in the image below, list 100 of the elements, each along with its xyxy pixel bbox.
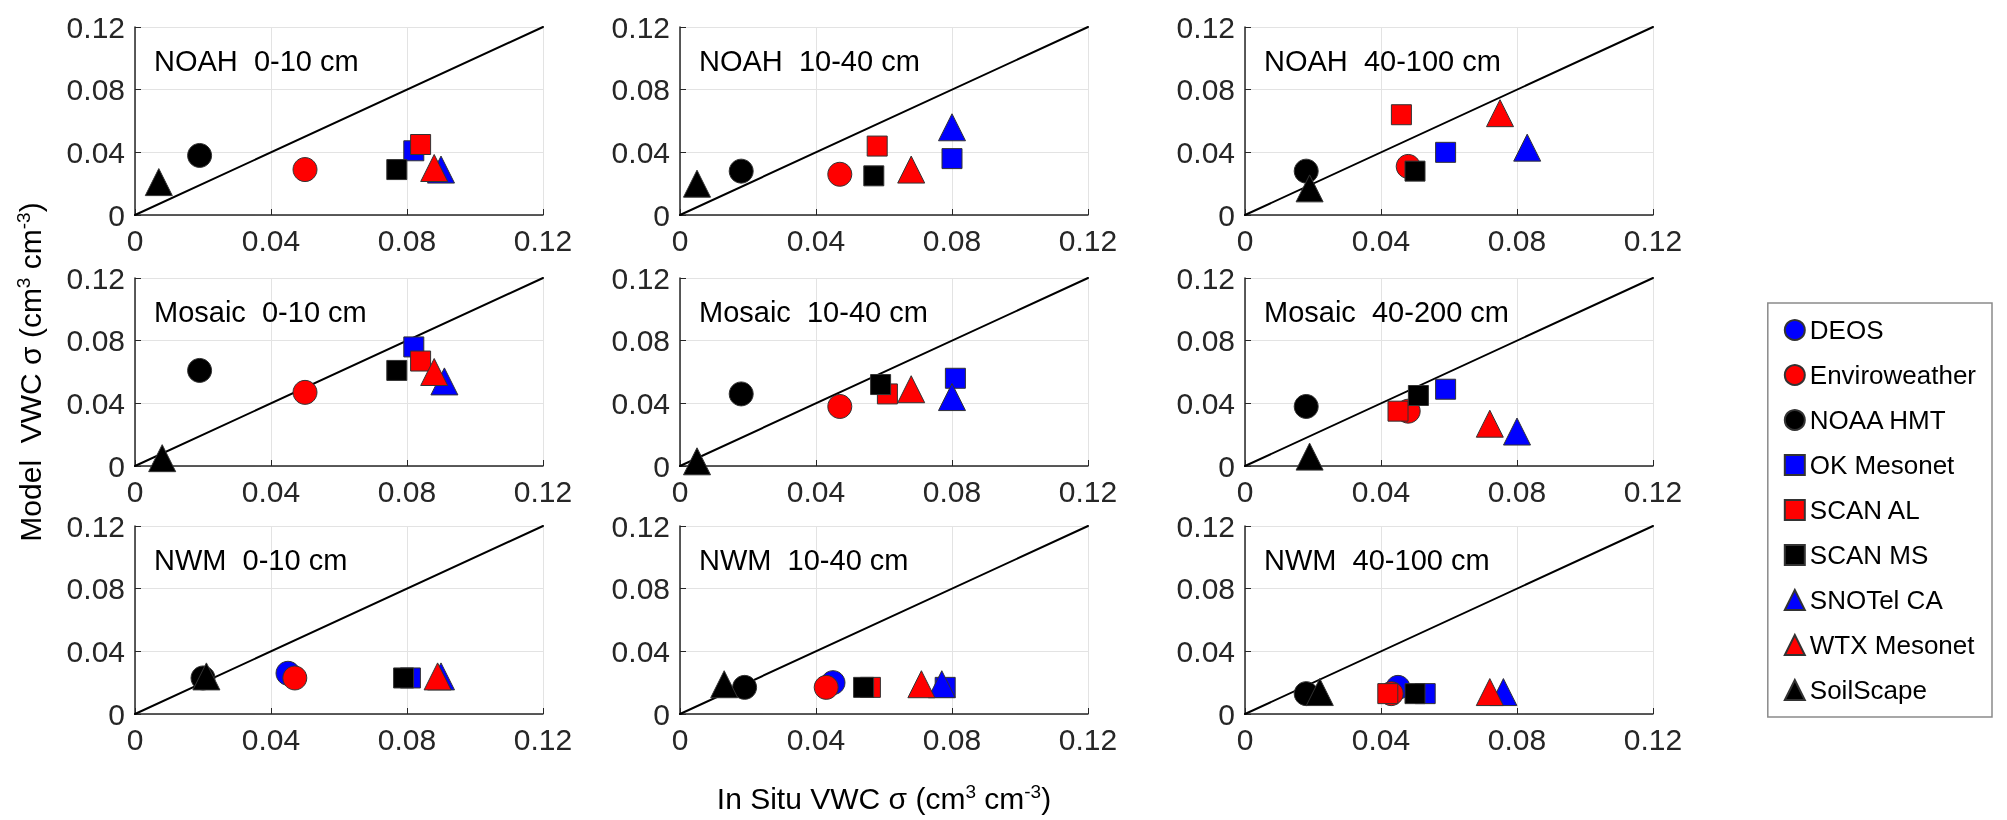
- x-tick-label: 0.12: [1623, 223, 1683, 257]
- x-tick-label: 0.12: [1623, 722, 1683, 756]
- y-tick-label: 0.08: [66, 73, 125, 107]
- point: [386, 359, 408, 381]
- y-tick-label: 0.12: [611, 10, 670, 44]
- x-tick-label: 0.04: [241, 474, 301, 508]
- point: [148, 444, 177, 473]
- x-tick-label: 0.12: [1058, 474, 1118, 508]
- y-tick-label: 0.08: [1176, 324, 1235, 358]
- point: [1293, 158, 1319, 184]
- y-tick-label: 0: [1218, 697, 1235, 731]
- text: NOAH 10-40 cm: [699, 44, 920, 77]
- point: [292, 379, 318, 405]
- point: [728, 158, 754, 184]
- y-tick-label: 0.04: [66, 386, 125, 420]
- y-tick-label: 0.08: [611, 73, 670, 107]
- point: [410, 350, 432, 372]
- y-axis-title: Model VWC σ (cm3 cm-3): [13, 202, 47, 542]
- x-tick-label: 0.04: [786, 722, 846, 756]
- y-tick-label: 0.12: [66, 509, 125, 543]
- point: [410, 134, 432, 155]
- point: [1503, 417, 1531, 446]
- text: NWM 0-10 cm: [154, 543, 348, 576]
- point: [683, 169, 711, 198]
- y-tick-label: 0: [108, 198, 125, 232]
- x-tick-label: 0.12: [1058, 223, 1118, 257]
- y-tick-label: 0: [1218, 449, 1235, 483]
- y-tick-label: 0.08: [611, 572, 670, 606]
- x-tick-label: 0.04: [1351, 722, 1411, 756]
- point: [1295, 442, 1324, 471]
- point: [1293, 393, 1319, 419]
- y-tick-label: 0.12: [611, 509, 670, 543]
- point: [1435, 378, 1457, 400]
- point: [938, 113, 966, 142]
- x-tick-label: 0.04: [241, 722, 301, 756]
- x-tick-label: 0.08: [922, 223, 982, 257]
- y-tick-label: 0.08: [1176, 73, 1235, 107]
- y-tick-label: 0.08: [66, 324, 125, 358]
- point: [1404, 160, 1426, 182]
- legend-label: DEOS: [1809, 315, 1884, 345]
- point: [187, 357, 213, 383]
- point: [1486, 99, 1514, 128]
- point: [386, 159, 408, 181]
- x-tick-label: 0.08: [1487, 722, 1547, 756]
- point: [944, 367, 966, 389]
- x-tick-label: 0.12: [513, 223, 573, 257]
- x-tick-label: 0.08: [1487, 474, 1547, 508]
- x-tick-label: 0.08: [922, 474, 982, 508]
- legend-label: WTX Mesonet: [1809, 630, 1976, 660]
- y-tick-label: 0: [1218, 198, 1235, 232]
- y-tick-label: 0: [108, 697, 125, 731]
- point: [1407, 385, 1429, 406]
- x-tick-label: 0.12: [1623, 474, 1683, 508]
- point: [187, 142, 213, 168]
- x-tick-label: 0.08: [1487, 223, 1547, 257]
- point: [420, 358, 449, 386]
- y-tick-label: 0.04: [611, 634, 670, 668]
- y-tick-label: 0.12: [66, 261, 125, 295]
- x-tick-label: 0.08: [377, 722, 437, 756]
- point: [292, 157, 318, 183]
- text: NWM 40-100 cm: [1264, 543, 1490, 576]
- legend-label: SoilScape: [1809, 675, 1927, 705]
- point: [144, 168, 173, 197]
- x-tick-label: 0.04: [786, 474, 846, 508]
- point: [1390, 104, 1412, 126]
- x-tick-label: 0.12: [513, 722, 573, 756]
- point: [728, 381, 754, 407]
- y-tick-label: 0: [108, 449, 125, 483]
- point: [870, 374, 892, 396]
- x-tick-label: 0.12: [1058, 722, 1118, 756]
- point: [1435, 141, 1457, 163]
- x-tick-label: 0.08: [377, 223, 437, 257]
- point: [827, 393, 853, 419]
- point: [863, 165, 885, 187]
- x-tick-label: 0.04: [1351, 223, 1411, 257]
- text: Mosaic 10-40 cm: [699, 295, 928, 328]
- y-tick-label: 0.04: [1176, 634, 1235, 668]
- point: [1387, 400, 1409, 422]
- x-tick-label: 0.04: [1351, 474, 1411, 508]
- point: [1295, 174, 1324, 203]
- text: NOAH 0-10 cm: [154, 44, 359, 77]
- y-tick-label: 0.12: [611, 261, 670, 295]
- point: [420, 154, 449, 182]
- point: [827, 161, 853, 187]
- point: [897, 155, 926, 184]
- y-tick-label: 0.12: [1176, 261, 1235, 295]
- text: NWM 10-40 cm: [699, 543, 909, 576]
- y-tick-label: 0: [653, 198, 670, 232]
- y-tick-label: 0.12: [1176, 509, 1235, 543]
- y-tick-label: 0.04: [66, 634, 125, 668]
- text: Mosaic 40-200 cm: [1264, 295, 1509, 328]
- y-tick-label: 0.08: [66, 572, 125, 606]
- point: [1475, 409, 1504, 438]
- y-tick-label: 0.04: [66, 135, 125, 169]
- text: Mosaic 0-10 cm: [154, 295, 367, 328]
- point: [866, 135, 888, 157]
- y-tick-label: 0: [653, 449, 670, 483]
- legend-label: SCAN AL: [1809, 495, 1920, 525]
- y-tick-label: 0.08: [1176, 572, 1235, 606]
- x-tick-label: 0.04: [786, 223, 846, 257]
